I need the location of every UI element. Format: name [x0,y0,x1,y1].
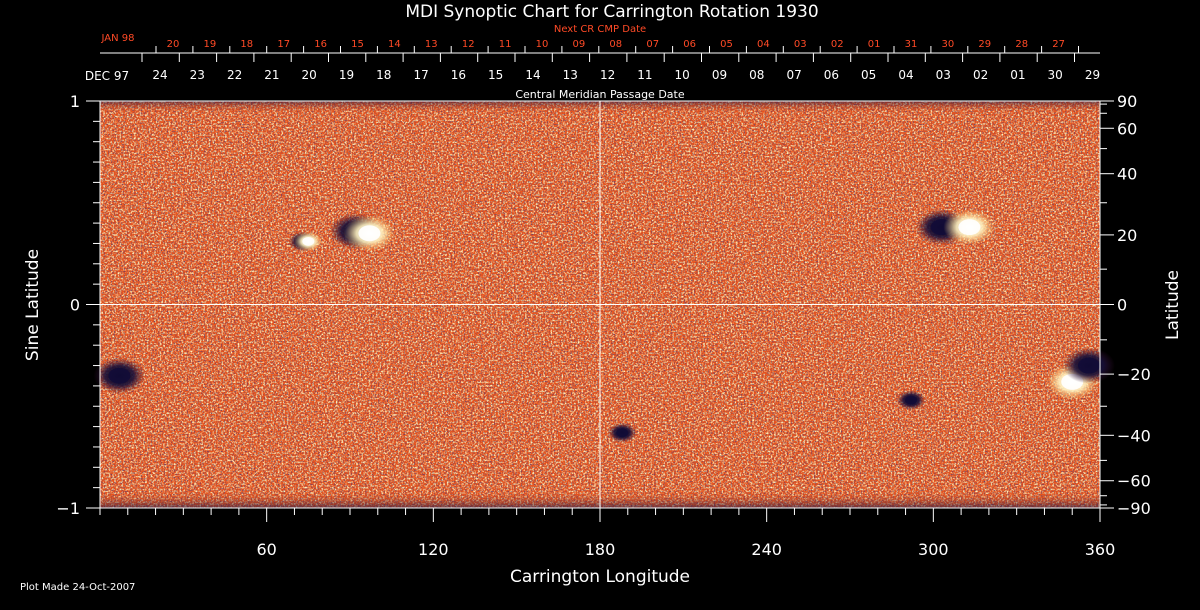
next-date-3: 17 [277,39,290,50]
top-date-15: 09 [712,68,727,82]
next-axis-start-label: JAN 98 [101,33,135,44]
next-date-19: 01 [868,39,881,50]
x-axis-label: Carrington Longitude [510,567,690,587]
region-b-positive-core [358,225,381,242]
y-right-tick-label: −60 [1117,472,1151,491]
x-tick-label-60: 60 [256,540,276,559]
next-date-0: 20 [167,39,180,50]
top-date-4: 20 [302,68,317,82]
y-axis-label-right: Latitude [1163,270,1183,340]
next-date-14: 06 [683,39,696,50]
top-date-6: 18 [376,68,391,82]
y-left-tick-label: 1 [70,92,80,111]
y-right-tick-label: 60 [1117,119,1137,138]
next-date-16: 04 [757,39,770,50]
top-date-12: 12 [600,68,615,82]
spot-a-positive-core [302,237,315,246]
x-tick-label-300: 300 [918,540,949,559]
top-date-8: 16 [451,68,466,82]
top-date-1: 23 [190,68,205,82]
y-right-tick-label: −90 [1117,499,1151,518]
y-right-tick-label: −20 [1117,365,1151,384]
next-date-1: 19 [204,39,217,50]
next-date-7: 13 [425,39,438,50]
y-right-tick-label: 40 [1117,165,1137,184]
active-regions [93,209,1115,443]
next-date-8: 12 [462,39,475,50]
top-date-10: 14 [525,68,540,82]
plot-made-footer: Plot Made 24-Oct-2007 [20,582,135,593]
next-date-15: 05 [720,39,733,50]
next-date-13: 07 [646,39,659,50]
next-date-11: 09 [573,39,586,50]
top-date-24: 30 [1048,68,1063,82]
top-date-11: 13 [563,68,578,82]
top-axis-start-label: DEC 97 [85,69,129,83]
next-date-18: 02 [831,39,844,50]
next-date-5: 15 [351,39,364,50]
region-c-positive-core [958,219,981,236]
spot-g-negative-core [905,395,918,405]
top-date-23: 01 [1010,68,1025,82]
top-date-14: 10 [675,68,690,82]
top-axis: 24 23 22 21 20 19 18 17 16 15 14 13 12 11 10 09 08 07 06 05… [141,53,1100,82]
top-date-3: 21 [264,68,279,82]
next-date-12: 08 [609,39,622,50]
top-date-21: 03 [936,68,951,82]
top-date-7: 17 [413,68,428,82]
top-date-19: 05 [861,68,876,82]
next-date-24: 27 [1052,39,1065,50]
y-right-tick-label: 20 [1117,226,1137,245]
top-date-9: 15 [488,68,503,82]
next-date-6: 14 [388,39,401,50]
right-axis: 90 60 40 20 0 −20 −40 −60 −90 [1100,92,1151,518]
top-date-16: 08 [749,68,764,82]
x-tick-label-360: 360 [1085,540,1116,559]
x-tick-label-120: 120 [418,540,449,559]
next-axis-label: Next CR CMP Date [554,24,646,35]
y-right-tick-label: −40 [1117,426,1151,445]
next-date-2: 18 [240,39,253,50]
top-axis-label: Central Meridian Passage Date [515,88,684,101]
top-date-25: 29 [1085,68,1100,82]
y-left-tick-label: −1 [56,499,80,518]
next-date-23: 28 [1015,39,1028,50]
x-tick-label-180: 180 [585,540,616,559]
top-date-20: 04 [898,68,913,82]
y-left-tick-label: 0 [70,296,80,315]
next-date-4: 16 [314,39,327,50]
spot-f-negative-core [616,428,629,438]
next-date-22: 29 [978,39,991,50]
next-date-9: 11 [499,39,512,50]
top-date-22: 02 [973,68,988,82]
top-date-2: 22 [227,68,242,82]
chart-title: MDI Synoptic Chart for Carrington Rotati… [405,2,818,22]
top-date-13: 11 [637,68,652,82]
next-date-10: 10 [536,39,549,50]
bottom-axis: 60 120 180 240 300 360 [99,508,1116,559]
x-tick-label-240: 240 [751,540,782,559]
region-d-negative-core [1077,357,1100,374]
top-date-17: 07 [786,68,801,82]
y-axis-label-left: Sine Latitude [23,249,43,361]
next-date-20: 31 [905,39,918,50]
top-date-5: 19 [339,68,354,82]
top-date-0: 24 [152,68,167,82]
y-right-tick-label: 0 [1117,296,1127,315]
next-date-17: 03 [794,39,807,50]
next-date-21: 30 [942,39,955,50]
y-right-tick-label: 90 [1117,92,1137,111]
next-axis: 20 19 18 17 16 15 14 13 12 11 10 09 08 07 06 05 04 03 02 01… [155,39,1079,53]
left-axis: 1 0 −1 [56,92,100,518]
top-date-18: 06 [824,68,839,82]
region-e-negative-core [108,367,131,384]
